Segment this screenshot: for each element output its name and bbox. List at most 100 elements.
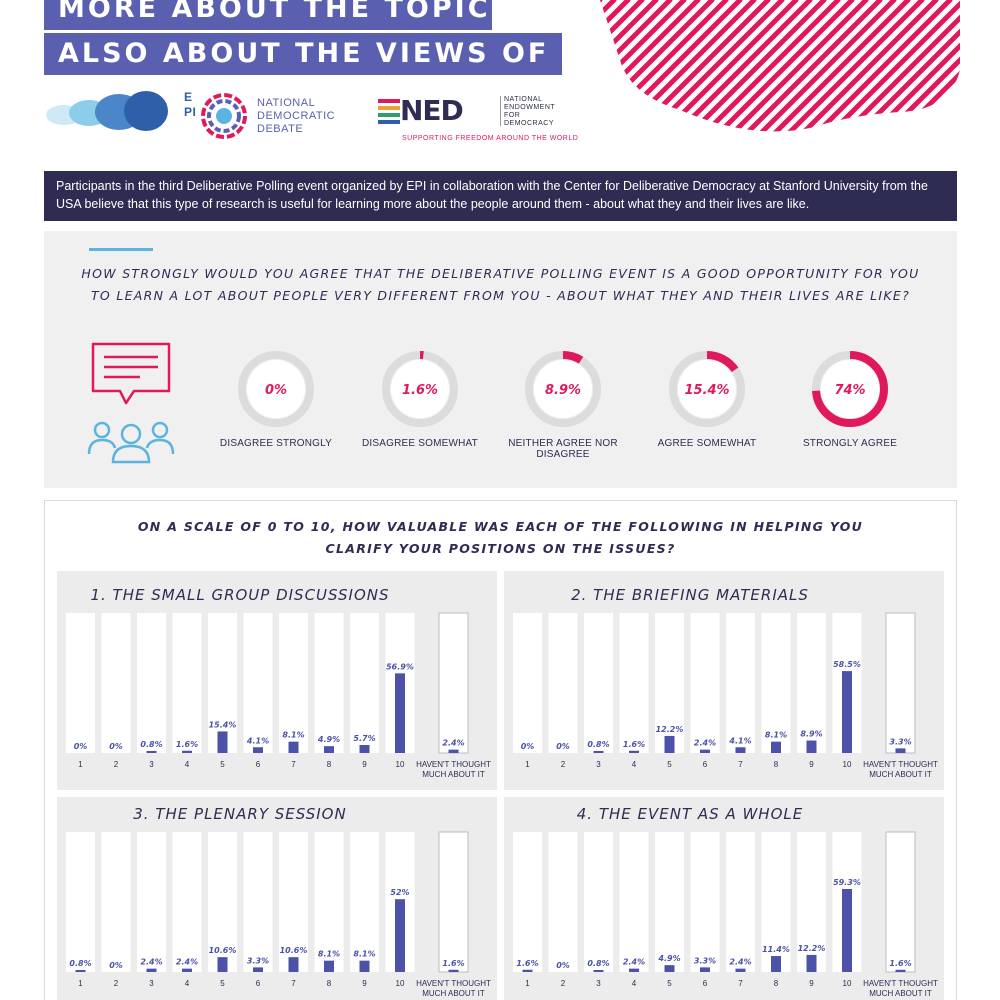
decorative-stripes (600, 0, 960, 132)
category-label: 1 (78, 979, 83, 988)
stripe (723, 0, 869, 132)
bar (288, 957, 299, 972)
column-bg (172, 613, 202, 753)
people-group-icon (87, 421, 175, 464)
bar (895, 748, 906, 753)
question1-line2: TO LEARN A LOT ABOUT PEOPLE VERY DIFFERE… (90, 288, 911, 303)
donut-slice (525, 351, 601, 427)
stripe (681, 0, 827, 132)
category-label: 1 (525, 979, 530, 988)
column-bg (243, 832, 273, 972)
bar-value-label: 0% (109, 961, 123, 970)
column-bg (314, 613, 344, 753)
question2-line1: ON A SCALE OF 0 TO 10, HOW VALUABLE WAS … (137, 519, 864, 534)
column-bg (208, 613, 237, 753)
bar-value-label: 3.3% (694, 956, 716, 965)
category-label: 3 (596, 979, 601, 988)
bar-value-label: 0% (556, 742, 570, 751)
category-label-extra: HAVEN'T THOUGHT (863, 979, 938, 988)
bar (75, 970, 86, 972)
category-label: 4 (632, 760, 637, 769)
column-bg (350, 613, 379, 753)
ndd-line3: DEBATE (257, 123, 304, 135)
column-bg (690, 613, 720, 753)
column-bg (584, 613, 613, 753)
column-bg (137, 832, 166, 972)
bar-value-label: 0.8% (587, 740, 609, 749)
bar (182, 968, 192, 972)
bar-value-label: 2.4% (140, 958, 162, 967)
bar (771, 956, 781, 972)
bar-value-label: 8.1% (765, 731, 787, 740)
donut-track (238, 351, 314, 427)
column-bg (548, 613, 578, 753)
category-label: 10 (843, 760, 852, 769)
epi-mark-icon (46, 91, 168, 131)
bar (664, 965, 675, 972)
bar-value-label: 1.6% (623, 740, 645, 749)
bar-value-label: 1.6% (442, 959, 464, 968)
bar-value-label: 0% (521, 742, 535, 751)
chart3-plenary-session: 0.8% 1 0% 2 2.4% 3 2.4% 4 10.6% 5 3.3% 6 10.6% 7 8.1% 8… (66, 831, 491, 998)
bar (324, 960, 334, 972)
column-bg-extra (885, 612, 916, 754)
donut-center (678, 360, 736, 418)
column-bg (66, 832, 95, 972)
donut-slice (812, 351, 888, 427)
category-label: 4 (185, 979, 190, 988)
category-label: 7 (738, 760, 743, 769)
category-label: 6 (703, 979, 708, 988)
ned-name-3: FOR (504, 112, 521, 119)
bar-value-label: 1.6% (176, 740, 198, 749)
column-bg (101, 613, 131, 753)
category-label: 3 (596, 760, 601, 769)
category-label: 3 (149, 979, 154, 988)
chart2-title: 2. THE BRIEFING MATERIALS (571, 586, 809, 604)
agreement-panel: HOW STRONGLY WOULD YOU AGREE THAT THE DE… (44, 231, 957, 488)
column-bg (726, 613, 755, 753)
bar-value-label: 12.2% (798, 944, 826, 953)
ned-logo: NED NATIONAL ENDOWMENT FOR DEMOCRACY SUP… (378, 92, 578, 147)
category-label-extra: MUCH ABOUT IT (422, 770, 485, 779)
donut-svg: 8.9% (525, 351, 601, 427)
bar (217, 957, 228, 972)
category-label: 8 (774, 760, 779, 769)
ned-name-1: NATIONAL (504, 96, 543, 103)
question1: HOW STRONGLY WOULD YOU AGREE THAT THE DE… (44, 263, 957, 307)
category-label: 5 (667, 760, 672, 769)
category-label: 1 (525, 760, 530, 769)
donut-center (534, 360, 592, 418)
bar-value-label: 2.4% (176, 958, 198, 967)
ndd-line2: DEMOCRATIC (257, 110, 336, 122)
bar-value-label: 12.2% (656, 725, 684, 734)
bar-value-label: 4.9% (317, 735, 340, 744)
donut-center (821, 360, 879, 418)
bar (806, 740, 817, 753)
ned-name-4: DEMOCRACY (504, 120, 555, 127)
bar (395, 673, 405, 753)
stripe (600, 0, 701, 132)
stripe (751, 0, 897, 132)
column-bg (350, 832, 379, 972)
bar-value-label: 0.8% (140, 740, 162, 749)
bar (593, 751, 604, 753)
national-democratic-debate-logo: NATIONAL DEMOCRATIC DEBATE (200, 92, 350, 142)
accent-line (89, 248, 153, 251)
chart2-briefing-materials: 0% 1 0% 2 0.8% 3 1.6% 4 12.2% 5 2.4% 6 4.1% 7 8.1% 8 8.9… (513, 612, 938, 779)
bar (629, 968, 639, 972)
bar-value-label: 8.1% (282, 731, 304, 740)
donut-category-label: STRONGLY AGREE (802, 438, 898, 449)
category-label: 10 (396, 760, 405, 769)
donut-category-label: DISAGREE STRONGLY (219, 438, 333, 449)
bar-value-label: 8.9% (800, 730, 822, 739)
category-label: 2 (561, 979, 566, 988)
column-bg (619, 613, 649, 753)
chart4-title: 4. THE EVENT AS A WHOLE (576, 805, 804, 823)
donut-3: 8.9% (523, 349, 603, 429)
bar-value-label: 2.4% (442, 739, 464, 748)
donut-svg: 0% (238, 351, 314, 427)
category-label: 5 (220, 760, 225, 769)
ned-stripes-icon (378, 99, 400, 124)
column-bg (314, 832, 344, 972)
donut-value-label: 0% (265, 383, 287, 398)
